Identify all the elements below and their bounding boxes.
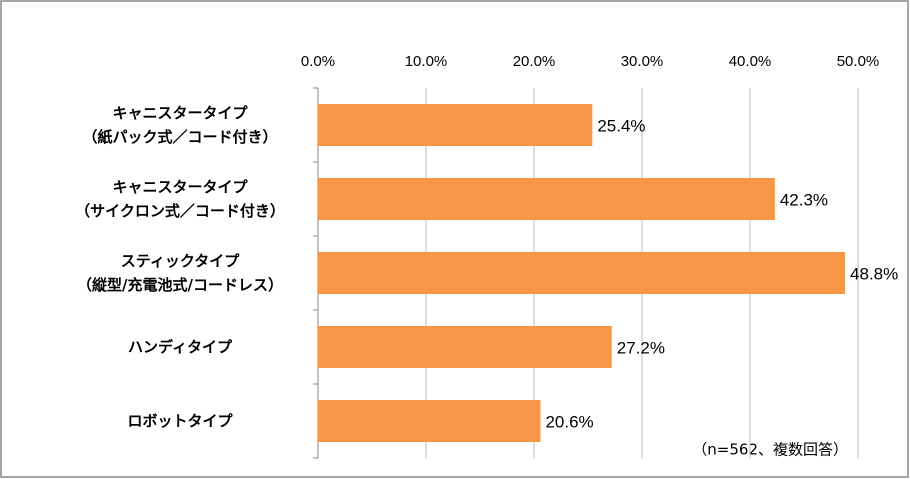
y-tick-label-line: （サイクロン式／コード付き） (75, 202, 285, 220)
x-tick-label: 50.0% (837, 53, 880, 70)
y-tick-label: キャニスタータイプ （紙パック式／コード付き） (82, 104, 277, 146)
x-tick-label: 20.0% (513, 53, 556, 70)
bar (318, 104, 593, 146)
y-tick-label: ハンディタイプ (128, 338, 233, 356)
bar (318, 252, 846, 294)
value-label: 42.3% (780, 190, 828, 209)
y-tick-label-line: ハンディタイプ (128, 338, 233, 356)
annotation: （n=562、複数回答） (692, 441, 848, 459)
y-tick-label-line: スティックタイプ (121, 252, 241, 270)
bar (318, 326, 612, 368)
value-label: 20.6% (545, 412, 593, 431)
x-tick-label: 10.0% (405, 53, 448, 70)
y-tick-label: スティックタイプ （縦型/充電池式/コードレス） (77, 252, 283, 294)
value-label: 25.4% (597, 116, 645, 135)
bar (318, 178, 775, 220)
y-tick-label-line: （縦型/充電池式/コードレス） (77, 276, 283, 294)
y-tick-label-line: ロボットタイプ (127, 412, 233, 430)
value-label: 48.8% (850, 264, 898, 283)
bar (318, 400, 541, 442)
y-tick-label-line: （紙パック式／コード付き） (82, 128, 277, 146)
value-label: 27.2% (617, 338, 665, 357)
y-tick-label-line: キャニスタータイプ (112, 104, 248, 122)
x-tick-label: 0.0% (301, 53, 335, 70)
y-tick-label: キャニスタータイプ （サイクロン式／コード付き） (75, 178, 285, 220)
x-tick-label: 40.0% (729, 53, 772, 70)
y-tick-label-line: キャニスタータイプ (112, 178, 248, 196)
x-tick-label: 30.0% (621, 53, 664, 70)
y-tick-label: ロボットタイプ (127, 412, 233, 430)
